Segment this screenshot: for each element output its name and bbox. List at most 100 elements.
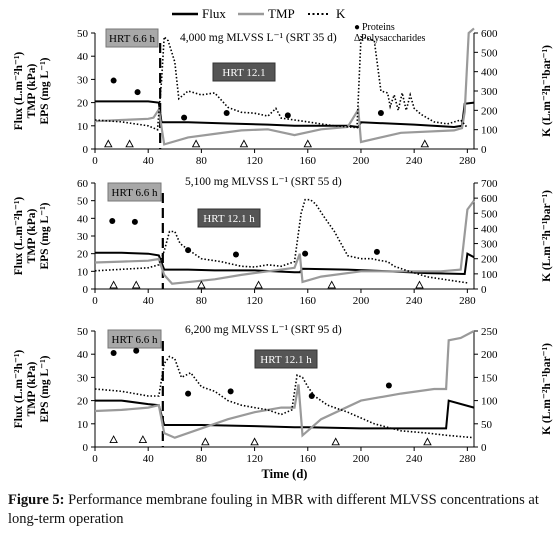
- left-tick-label: 20: [77, 396, 89, 408]
- right-tick-label: 400: [481, 67, 498, 79]
- x-tick-label: 80: [196, 453, 208, 465]
- proteins-point: [181, 114, 188, 121]
- proteins-point: [302, 250, 309, 257]
- x-tick-label: 160: [300, 295, 317, 307]
- hrt-short-label: HRT 6.6 h: [112, 334, 158, 346]
- right-tick-label: 100: [481, 125, 498, 137]
- legend-proteins-label: Proteins: [362, 22, 395, 33]
- left-tick-label: 40: [77, 51, 89, 63]
- right-tick-label: 100: [481, 269, 498, 281]
- left-axis-label: Flux (L.m⁻²h⁻¹): [13, 197, 25, 276]
- right-tick-label: 700: [481, 178, 498, 190]
- right-tick-label: 0: [481, 284, 487, 296]
- panel-title: 4,000 mg MLVSS L⁻¹ (SRT 35 d): [180, 32, 337, 44]
- right-tick-label: 300: [481, 239, 498, 251]
- polysaccharides-point: [125, 139, 134, 148]
- left-axis-label: TMP (kPa): [26, 362, 38, 417]
- x-tick-label: 280: [459, 295, 476, 307]
- polysaccharides-point: [197, 280, 206, 289]
- left-axis-label: Flux (L.m⁻²h⁻¹): [13, 350, 25, 429]
- hrt-long-label: HRT 12.1 h: [203, 213, 255, 225]
- right-tick-label: 300: [481, 86, 498, 98]
- proteins-point: [373, 248, 380, 255]
- polysaccharides-point: [415, 280, 424, 289]
- proteins-point: [308, 392, 315, 399]
- hrt-short-label: HRT 6.6 h: [109, 33, 155, 45]
- k-series-line: [94, 355, 475, 439]
- proteins-point: [232, 251, 239, 258]
- polysaccharides-point: [109, 435, 118, 443]
- k-series-line: [94, 35, 469, 131]
- left-axis-label: TMP (kPa): [26, 64, 38, 119]
- polysaccharides-point: [250, 437, 259, 446]
- left-axis-label: EPS (mg L⁻¹): [39, 202, 51, 269]
- caption-text: Performance membrane fouling in MBR with…: [8, 492, 539, 527]
- left-tick-label: 30: [77, 372, 89, 384]
- x-tick-label: 80: [196, 295, 208, 307]
- x-tick-label: 200: [353, 453, 370, 465]
- hrt-long-box: [197, 208, 261, 228]
- x-tick-label: 200: [353, 155, 370, 167]
- hrt-short-label: HRT 6.6 h: [112, 187, 158, 199]
- proteins-point: [134, 89, 141, 96]
- proteins-point: [133, 347, 140, 354]
- left-tick-label: 50: [77, 28, 89, 40]
- right-axis-label: K (L.m⁻²h⁻¹bar⁻¹): [541, 343, 553, 435]
- left-tick-label: 50: [77, 326, 89, 338]
- polysaccharides-point: [201, 437, 210, 446]
- flux-series-line: [95, 100, 475, 129]
- x-tick-label: 160: [300, 453, 317, 465]
- right-axis-label: K (L.m⁻²h⁻¹bar⁻¹): [541, 45, 553, 137]
- proteins-point: [385, 382, 392, 389]
- left-axis-label: EPS (mg L⁻¹): [39, 355, 51, 422]
- left-axis-label: Flux (L.m⁻²h⁻¹): [13, 52, 25, 131]
- x-tick-label: 40: [143, 155, 155, 167]
- left-tick-label: 0: [83, 442, 89, 454]
- hrt-long-box: [254, 349, 318, 369]
- x-tick-label: 240: [406, 295, 423, 307]
- x-tick-label: 240: [406, 155, 423, 167]
- left-tick-label: 10: [77, 419, 89, 431]
- proteins-point: [185, 390, 192, 397]
- polysaccharides-point: [420, 139, 430, 148]
- left-tick-label: 40: [77, 213, 89, 225]
- legend-proteins-marker: ●: [354, 22, 360, 33]
- proteins-point: [131, 218, 138, 225]
- polysaccharides-point: [331, 437, 340, 446]
- x-tick-label: 80: [196, 155, 208, 167]
- tmp-series-line: [94, 330, 475, 439]
- polysaccharides-point: [138, 435, 148, 443]
- figure-caption: Figure 5: Performance membrane fouling i…: [8, 491, 553, 529]
- legend-flux-label: Flux: [202, 6, 226, 21]
- right-tick-label: 200: [481, 105, 498, 117]
- right-tick-label: 150: [481, 372, 498, 384]
- right-tick-label: 200: [481, 349, 498, 361]
- right-tick-label: 600: [481, 193, 498, 205]
- polysaccharides-point: [104, 139, 113, 148]
- hrt-long-label: HRT 12.1 h: [260, 354, 312, 366]
- proteins-point: [109, 217, 116, 224]
- legend-k-label: K: [336, 6, 346, 21]
- polysaccharides-point: [423, 437, 432, 446]
- hrt-long-box: [212, 62, 276, 82]
- x-tick-label: 240: [406, 453, 423, 465]
- panel-title: 6,200 mg MLVSS L⁻¹ (SRT 95 d): [185, 324, 342, 336]
- flux-series-line: [95, 399, 475, 430]
- x-tick-label: 40: [143, 453, 155, 465]
- chart-panel-3: 0 10 20 30 40 50 0 50 100 150 200 250 0 40 80 120 160 200…: [13, 324, 553, 481]
- right-axis-label: K (L.m⁻²h⁻¹bar⁻¹): [541, 190, 553, 282]
- hrt-short-box: [107, 182, 162, 202]
- x-axis-label: Time (d): [262, 467, 308, 481]
- proteins-point: [227, 388, 234, 395]
- right-tick-label: 600: [481, 28, 498, 40]
- k-series-line: [94, 198, 468, 284]
- legend-polysaccharides-label: Polysaccharides: [361, 33, 426, 44]
- proteins-point: [284, 112, 291, 119]
- legend: Flux TMP K ● Proteins Δ Polysaccharides: [172, 6, 426, 44]
- left-tick-label: 30: [77, 231, 89, 243]
- hrt-long-label: HRT 12.1: [222, 67, 265, 79]
- legend-polysaccharides-marker: Δ: [354, 33, 361, 44]
